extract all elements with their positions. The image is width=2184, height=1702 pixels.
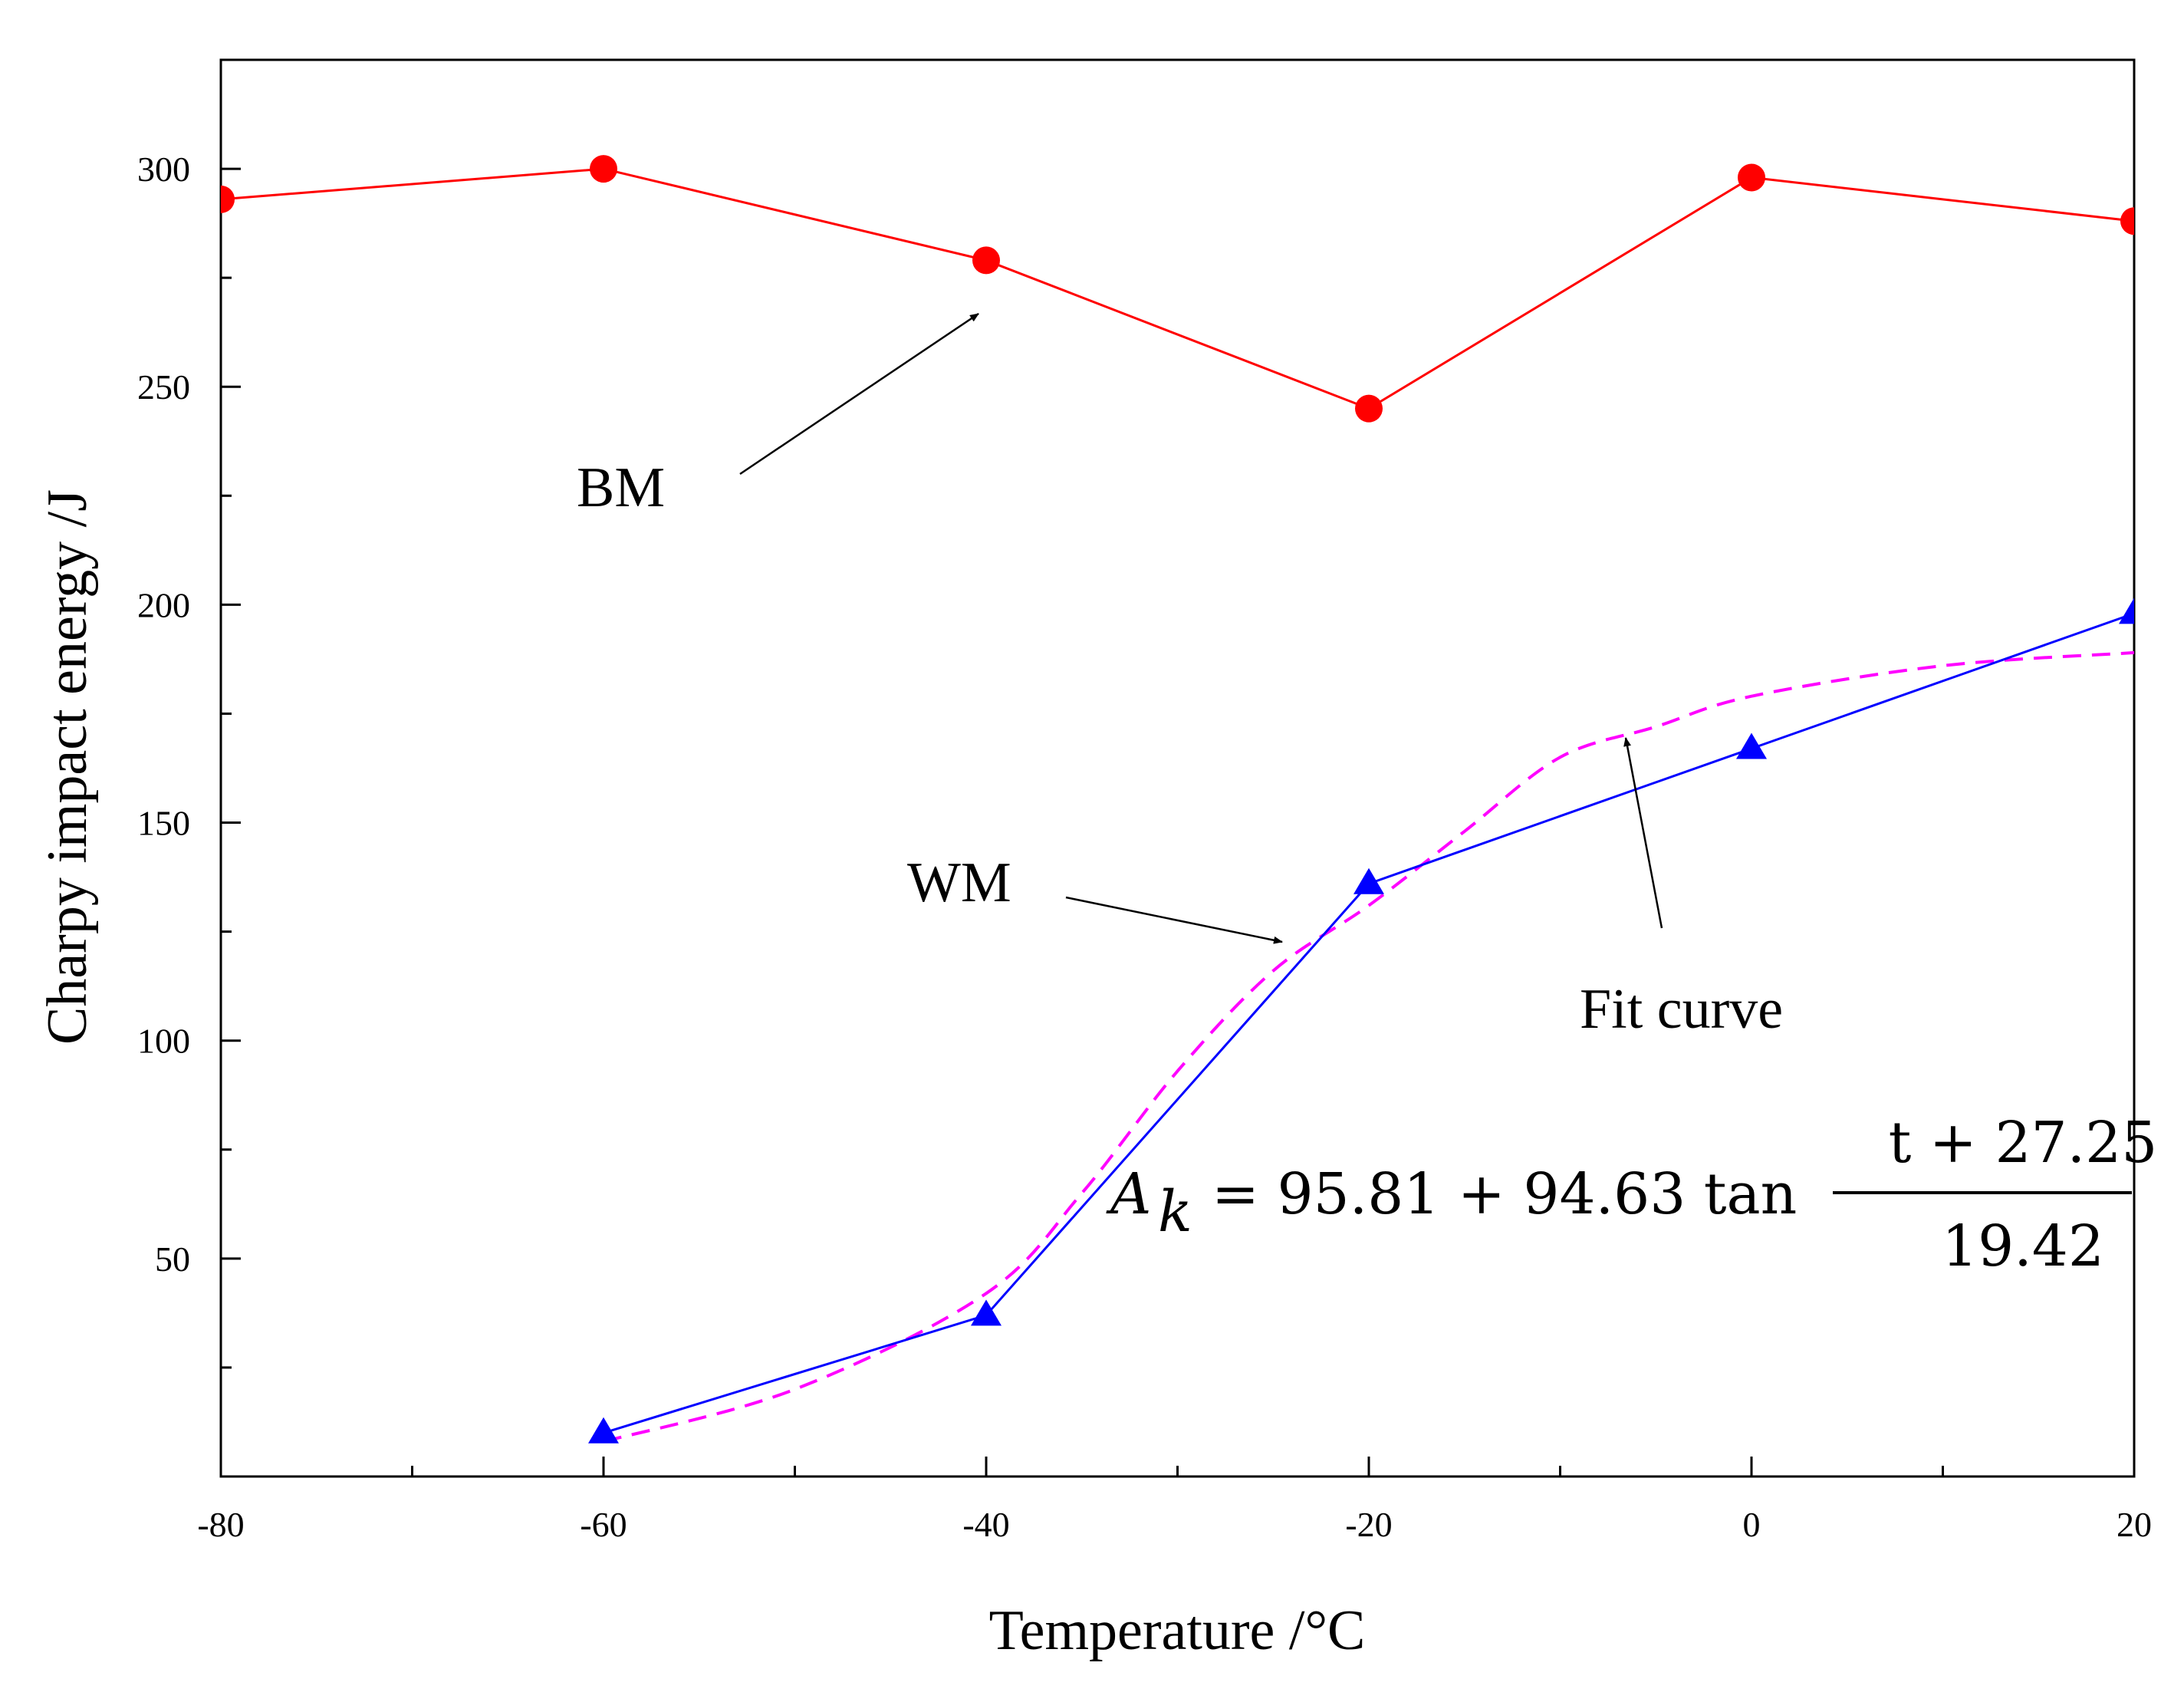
fit-equation: A k = 95.81 + 94.63 tan t + 27.25 19.42 [1106,1110,2157,1279]
bm-label: BM [577,456,665,519]
y-tick-label: 300 [137,150,190,189]
y-tick-label: 250 [137,367,190,407]
data-point-wm [1736,732,1767,759]
series-line-bm [221,167,2134,410]
series-line-fit-curve [603,650,2134,1444]
series-line-wm [603,612,2134,1434]
y-tick-label: 200 [137,585,190,624]
fit-curve-label: Fit curve [1580,978,1783,1041]
equation-numerator: t + 27.25 [1889,1110,2158,1176]
x-tick-label: -40 [962,1505,1009,1544]
bm-arrow [739,312,979,476]
series-fit-curve [603,650,2134,1444]
y-axis-title: Charpy impact energy /J [36,489,99,1045]
series-layer [221,155,2134,1444]
x-axis: -80 -60 -40 -20 0 20 [197,1457,2152,1544]
y-tick-label: 50 [155,1239,190,1279]
data-point-bm [1738,163,1765,192]
x-tick-label: -80 [197,1505,244,1544]
series-wm [588,598,2134,1444]
data-point-bm [972,246,1000,275]
data-point-bm [1355,394,1383,423]
x-tick-label: -20 [1345,1505,1392,1544]
equation-lhs-subscript: k [1158,1179,1192,1245]
equation-lhs: A [1106,1161,1151,1227]
series-bm [221,155,2134,423]
data-point-bm [221,185,235,213]
equation-rhs: = 95.81 + 94.63 tan [1212,1161,1797,1227]
plot-frame [219,58,2136,1478]
data-point-wm [2119,598,2134,624]
y-tick-label: 150 [137,804,190,843]
data-point-wm [588,1417,619,1444]
x-tick-label: 0 [1743,1505,1761,1544]
equation-denominator: 19.42 [1942,1213,2104,1279]
x-tick-label: -60 [580,1505,627,1544]
wm-label: WM [907,851,1011,914]
y-tick-label: 100 [137,1022,190,1061]
fit-arrow [1623,737,1663,929]
data-point-wm [971,1299,1002,1326]
x-tick-label: 20 [2117,1505,2152,1544]
data-point-bm [2120,207,2134,235]
data-point-bm [590,155,617,183]
data-point-wm [1353,867,1384,894]
y-axis: 50 100 150 200 250 300 [137,150,241,1369]
wm-arrow [1065,896,1283,944]
x-axis-title: Temperature /°C [989,1599,1366,1662]
